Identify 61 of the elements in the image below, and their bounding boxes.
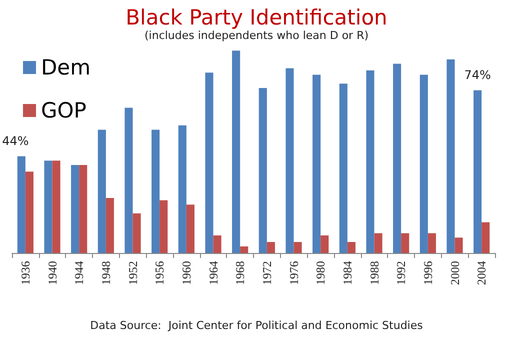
x-tick-label: 1952 bbox=[126, 261, 140, 285]
x-tick-label: 1976 bbox=[286, 261, 301, 285]
bar bbox=[17, 156, 26, 253]
bar bbox=[312, 74, 321, 253]
x-tick-label: 1972 bbox=[260, 261, 274, 285]
x-tick-label: 1996 bbox=[420, 261, 435, 285]
bar bbox=[71, 165, 80, 253]
bar bbox=[339, 84, 348, 253]
bar bbox=[44, 160, 52, 253]
x-tick-label: 1984 bbox=[340, 261, 354, 285]
bar bbox=[446, 59, 455, 253]
x-tick-label: 1948 bbox=[98, 261, 113, 285]
legend-label: Dem bbox=[41, 56, 91, 80]
bar bbox=[347, 242, 356, 253]
bar bbox=[25, 172, 34, 253]
bar bbox=[132, 213, 141, 253]
data-label: 44% bbox=[2, 134, 29, 148]
x-tick-label: 2000 bbox=[448, 261, 462, 285]
bar bbox=[401, 233, 410, 253]
bar bbox=[286, 68, 294, 253]
bar bbox=[374, 233, 382, 253]
bar bbox=[266, 242, 275, 253]
x-tick-label: 1940 bbox=[45, 261, 60, 285]
bar bbox=[320, 235, 329, 253]
data-label: 74% bbox=[464, 68, 491, 82]
bar bbox=[106, 198, 114, 253]
x-tick-label: 1988 bbox=[367, 261, 382, 285]
bar bbox=[79, 165, 88, 253]
bar bbox=[232, 50, 240, 253]
bar bbox=[428, 233, 436, 253]
bar bbox=[482, 222, 490, 253]
x-tick-label: 2004 bbox=[474, 261, 489, 285]
bar bbox=[186, 204, 194, 253]
chart-subtitle: (includes independents who lean D or R) bbox=[144, 29, 369, 42]
bar bbox=[454, 238, 463, 253]
bar bbox=[294, 242, 302, 253]
bar bbox=[474, 90, 482, 253]
bar bbox=[366, 70, 374, 253]
x-tick-label: 1936 bbox=[18, 261, 32, 285]
x-tick-label: 1964 bbox=[206, 261, 220, 285]
legend-label: GOP bbox=[41, 98, 86, 122]
x-tick-label: 1992 bbox=[394, 261, 408, 285]
bar bbox=[420, 74, 428, 253]
bar bbox=[160, 200, 168, 253]
bar bbox=[213, 235, 222, 253]
x-tick-label: 1956 bbox=[152, 261, 167, 285]
chart-title: Black Party Identification bbox=[126, 6, 388, 30]
bar bbox=[178, 125, 186, 253]
x-tick-label: 1968 bbox=[233, 261, 248, 285]
bar bbox=[98, 130, 106, 253]
x-tick-label: 1944 bbox=[72, 261, 86, 285]
bar bbox=[52, 160, 60, 253]
bar bbox=[124, 108, 133, 253]
bar bbox=[205, 72, 214, 253]
bar bbox=[240, 246, 248, 253]
bar bbox=[258, 88, 267, 253]
x-tick-label: 1960 bbox=[179, 261, 194, 285]
bar bbox=[152, 130, 160, 253]
source-note: Data Source: Joint Center for Political and Economic Studies bbox=[90, 319, 424, 332]
x-tick-label: 1980 bbox=[314, 261, 328, 285]
bar bbox=[393, 64, 402, 253]
